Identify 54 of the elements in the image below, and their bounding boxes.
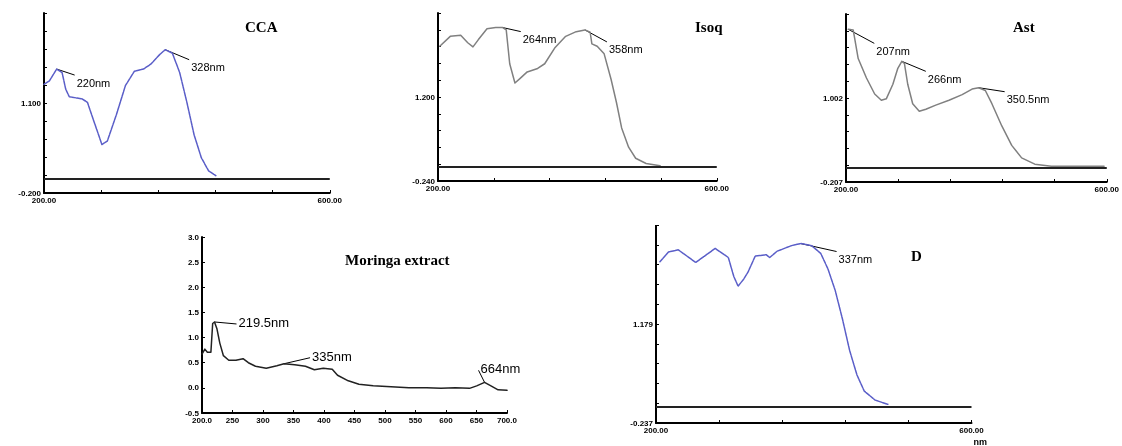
- y-tick-label: 1.0: [187, 333, 200, 343]
- text: Moringa extract: [345, 251, 450, 268]
- annotation: 664nm: [480, 361, 521, 377]
- x-tick-label: 700.0: [496, 415, 518, 425]
- y-tick-label: 0.0: [187, 383, 200, 393]
- y-tick-label: 1.179: [632, 319, 654, 329]
- annotation: 335nm: [312, 348, 352, 364]
- annotation: 266nm: [927, 72, 962, 85]
- annotation: 207nm: [876, 44, 910, 57]
- x-tick-label: 250: [225, 415, 240, 425]
- y-tick-label: 1.5: [187, 307, 200, 317]
- x-tick-label: 500: [378, 415, 393, 425]
- chart-title: Isoq: [695, 18, 724, 35]
- x-tick-label: 600.00: [704, 183, 730, 193]
- x-tick-label: 200.00: [425, 183, 451, 193]
- x-tick-label: 600.00: [1094, 184, 1120, 194]
- annotation: 264nm: [522, 33, 557, 46]
- x-tick-label: 650: [469, 415, 484, 425]
- x-tick-label: 600: [439, 415, 454, 425]
- annotation: 219.5nm: [238, 314, 290, 330]
- annotation: 337nm: [838, 253, 873, 266]
- annotation: 358nm: [608, 43, 643, 56]
- y-tick-label: 1.002: [822, 93, 844, 103]
- y-tick-label: 3.0: [187, 232, 200, 242]
- text: D: [911, 247, 922, 264]
- y-tick-label: 1.100: [20, 98, 42, 108]
- y-tick-label: -0.207: [820, 177, 844, 187]
- x-tick-label: 450: [347, 415, 362, 425]
- x-tick-label: 400: [317, 415, 332, 425]
- annotation: 220nm: [76, 76, 111, 89]
- y-tick-label: -0.200: [18, 188, 42, 198]
- x-tick-label: 200.0: [191, 415, 213, 425]
- y-tick-label: -0.5: [185, 408, 200, 418]
- y-tick-label: 2.0: [187, 282, 200, 292]
- chart-title: Ast: [1013, 18, 1035, 35]
- line-series: [659, 242, 889, 406]
- x-axis-title: nm: [973, 436, 987, 446]
- chart-title: CCA: [245, 18, 278, 35]
- x-tick-label: 600.00: [317, 195, 343, 205]
- line-series: [438, 26, 661, 167]
- x-tick-label: 550: [408, 415, 423, 425]
- y-tick-label: 1.200: [414, 92, 436, 102]
- annotation: 328nm: [191, 61, 225, 74]
- x-tick-label: 200.00: [31, 195, 57, 205]
- y-tick-label: -0.237: [630, 418, 654, 428]
- x-tick-label: 200.00: [833, 184, 859, 194]
- x-tick-label: 600.00: [959, 425, 985, 435]
- x-tick-label: 200.00: [643, 425, 669, 435]
- annotation: 350.5nm: [1006, 93, 1050, 106]
- y-tick-label: 2.5: [187, 257, 200, 267]
- x-tick-label: 350: [286, 415, 301, 425]
- x-tick-label: 300: [256, 415, 271, 425]
- y-tick-label: -0.240: [412, 176, 436, 186]
- y-tick-label: 0.5: [187, 358, 200, 368]
